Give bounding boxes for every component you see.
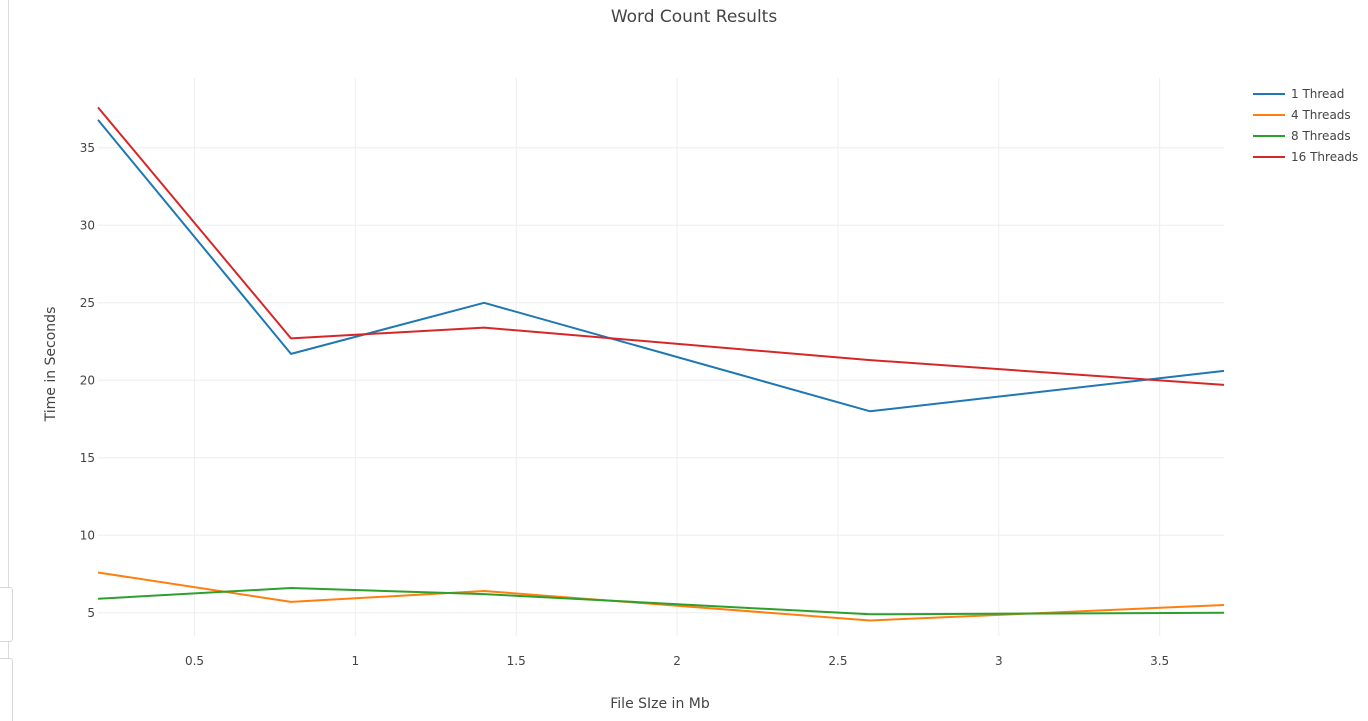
y-tick-label: 5 [87,606,95,620]
legend-label: 16 Threads [1291,150,1358,164]
y-tick-label: 10 [80,528,95,542]
x-tick-label: 3 [995,654,1003,668]
chart-title: Word Count Results [611,7,778,27]
x-tick-label: 3.5 [1150,654,1169,668]
series-line-8-threads [97,587,1225,616]
x-tick-label: 0.5 [185,654,204,668]
x-tick-label: 1.5 [507,654,526,668]
legend-label: 4 Threads [1291,108,1351,122]
x-tick-label: 2.5 [828,654,847,668]
x-tick-label: 2 [673,654,681,668]
grid-lines [98,78,1224,636]
x-tick-label: 1 [352,654,360,668]
y-tick-label: 30 [80,218,95,232]
left-panel-border [8,0,9,721]
side-panel-tab-bottom[interactable] [0,658,13,721]
side-panel-tab-top[interactable] [0,587,13,642]
series-line-16-threads [97,106,1225,386]
legend-label: 1 Thread [1291,87,1344,101]
chart-legend: 1 Thread 4 Threads 8 Threads 16 Threads [1253,87,1358,164]
y-axis-ticks: 5 10 15 20 25 30 35 [80,141,95,620]
y-tick-label: 20 [80,373,95,387]
y-tick-label: 15 [80,451,95,465]
series-lines [97,106,1225,622]
y-axis-title: Time in Seconds [43,307,59,423]
x-axis-ticks: 0.5 1 1.5 2 2.5 3 3.5 [185,654,1169,668]
y-tick-label: 35 [80,141,95,155]
legend-label: 8 Threads [1291,129,1351,143]
series-line-1-thread [97,119,1225,413]
y-tick-label: 25 [80,296,95,310]
x-axis-title: File SIze in Mb [610,696,710,712]
